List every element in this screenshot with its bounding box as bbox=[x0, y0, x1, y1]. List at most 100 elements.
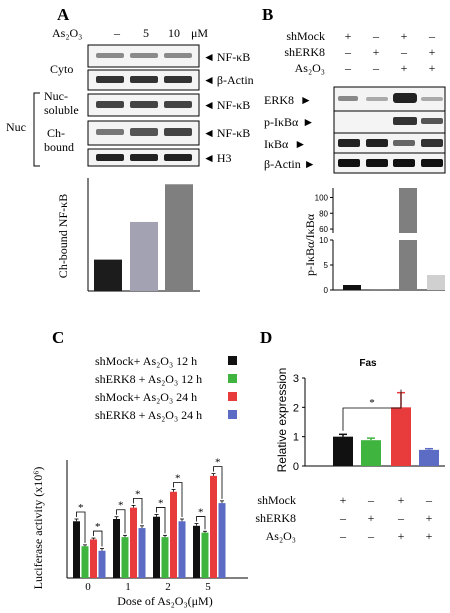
panel-b-sign: + bbox=[429, 45, 436, 59]
panel-a-unit: μM bbox=[191, 26, 208, 40]
chart-c-sig-bracket bbox=[173, 482, 183, 517]
panel-b-sign: + bbox=[401, 61, 408, 75]
panel-b-letter: B bbox=[262, 5, 273, 24]
group-chb-1: Ch- bbox=[47, 126, 65, 140]
chart-a bbox=[87, 178, 200, 292]
chart-c-sig-bracket bbox=[196, 516, 206, 530]
chart-c-legend-swatch bbox=[228, 356, 237, 365]
chart-b-bar bbox=[427, 275, 445, 290]
panel-d-sign: – bbox=[339, 511, 347, 525]
chart-c-xlabel: Dose of As₂O₃(μM) bbox=[117, 594, 212, 608]
chart-c-bar bbox=[113, 519, 120, 578]
chart-c-legend-label: shERK8 + As₂O₃ 24 h bbox=[95, 408, 202, 422]
chart-c-bar bbox=[218, 503, 226, 578]
chart-c-sig-bracket bbox=[156, 507, 166, 534]
chart-b-bar bbox=[399, 240, 417, 290]
panel-a-treatment-label: As₂O₃ bbox=[52, 26, 82, 40]
panel-d-sign: – bbox=[367, 529, 375, 543]
chart-b-tick-label: 100 bbox=[315, 193, 329, 202]
chart-c-bar bbox=[73, 521, 80, 578]
chart-d-sig-star: * bbox=[369, 397, 375, 409]
chart-b-tick-label: 60 bbox=[319, 225, 328, 234]
group-cyto: Cyto bbox=[50, 62, 73, 76]
chart-c-sig-star: * bbox=[158, 497, 164, 509]
chart-d-bar bbox=[333, 436, 353, 466]
chart-b-tick-label: 5 bbox=[324, 261, 329, 270]
bands-b bbox=[338, 93, 443, 167]
chart-d-title: Fas bbox=[359, 358, 377, 369]
chart-a-bar bbox=[94, 259, 122, 291]
chart-b-tick-label: 0 bbox=[324, 286, 329, 295]
panel-c-letter: C bbox=[52, 328, 64, 347]
panel-d-sign: + bbox=[340, 493, 347, 507]
chart-c-bar bbox=[210, 475, 217, 578]
chart-a-bar bbox=[130, 221, 158, 291]
chart-b-bar-upper bbox=[399, 188, 417, 233]
chart-c-legend-label: shMock+ As₂O₃ 24 h bbox=[95, 390, 197, 404]
panel-b-condition-grid: shMock + – + – shERK8 – + – + As₂O₃ – – + + bbox=[284, 29, 436, 75]
chart-b-bar bbox=[343, 285, 361, 290]
group-nucsol-2: soluble bbox=[44, 103, 79, 117]
chart-d: 0 1 2 3 * bbox=[293, 373, 445, 473]
chart-c-sig-star: * bbox=[198, 507, 204, 519]
chart-c-legend-swatch bbox=[228, 374, 237, 383]
panel-b-sign: + bbox=[373, 45, 380, 59]
chart-d-ylabel: Relative expression bbox=[275, 368, 289, 473]
blot-a-label-2: ◄ β-Actin bbox=[203, 73, 254, 87]
chart-c-x-tick-label: 1 bbox=[125, 581, 131, 593]
group-nucsol-1: Nuc- bbox=[44, 89, 68, 103]
panel-d-letter: D bbox=[260, 328, 272, 347]
chart-c-legend-label: shERK8 + As₂O₃ 12 h bbox=[95, 372, 202, 386]
panel-d-sign: + bbox=[398, 529, 405, 543]
chart-d-tick-label: 2 bbox=[293, 402, 299, 414]
panel-b-sign: – bbox=[372, 29, 380, 43]
panel-b-sign: – bbox=[344, 61, 352, 75]
panel-d-sign: + bbox=[426, 529, 433, 543]
chart-a-ylabel: Ch-bound NF-κB bbox=[56, 194, 70, 278]
chart-b-ylabel: p-IκBα/IκBα bbox=[303, 213, 317, 276]
panel-b-row-label: As₂O₃ bbox=[295, 61, 325, 75]
blot-a-label-5: ◄ H3 bbox=[203, 151, 232, 165]
panel-d-sign: – bbox=[425, 493, 433, 507]
bands-a bbox=[96, 53, 192, 161]
chart-c-legend-label: shMock+ As₂O₃ 12 h bbox=[95, 354, 197, 368]
panel-b-row-label: shERK8 bbox=[284, 45, 325, 59]
panel-d-row-label: As₂O₃ bbox=[266, 529, 296, 543]
panel-d-row-label: shERK8 bbox=[255, 511, 296, 525]
chart-c-bar bbox=[130, 507, 137, 578]
panel-b-row-label: shMock bbox=[286, 29, 325, 43]
chart-c-sig-star: * bbox=[215, 457, 221, 469]
chart-a-bar bbox=[165, 184, 193, 291]
group-chb-2: bound bbox=[44, 140, 74, 154]
chart-c-ylabel: Luciferase activity (x10⁶) bbox=[31, 467, 45, 590]
chart-d-tick-label: 0 bbox=[293, 461, 299, 473]
chart-c-sig-bracket bbox=[133, 497, 143, 524]
panel-d-row-label: shMock bbox=[257, 493, 296, 507]
chart-c-sig-star: * bbox=[118, 500, 124, 512]
blot-a-label-3: ◄ NF-κB bbox=[203, 98, 250, 112]
blot-b-label-4: β-Actin ► bbox=[264, 157, 316, 171]
panel-a-dose-0: – bbox=[113, 26, 121, 40]
chart-c-sig-star: * bbox=[78, 502, 84, 514]
chart-c-legend: shMock+ As₂O₃ 12 h shERK8 + As₂O₃ 12 h shM… bbox=[95, 354, 237, 422]
chart-c-legend-swatch bbox=[228, 392, 237, 401]
chart-c-bar bbox=[170, 491, 177, 578]
panel-b-sign: + bbox=[345, 29, 352, 43]
chart-c-x-tick-label: 2 bbox=[165, 581, 171, 593]
blot-b-label-1: ERK8 ► bbox=[264, 93, 312, 107]
nuc-bracket bbox=[33, 92, 40, 167]
chart-c-bar bbox=[121, 537, 129, 578]
chart-d-tick-label: 3 bbox=[293, 373, 299, 385]
chart-c-bar bbox=[193, 525, 200, 578]
chart-d-bar bbox=[391, 407, 411, 466]
panel-d-condition-grid: shMock + – + – shERK8 – + – + As₂O₃ – – + + bbox=[255, 493, 433, 543]
panel-a-letter: A bbox=[57, 5, 70, 24]
panel-b-sign: + bbox=[429, 61, 436, 75]
chart-c-bar bbox=[138, 528, 146, 578]
chart-c-sig-bracket bbox=[76, 511, 86, 543]
panel-b-sign: – bbox=[344, 45, 352, 59]
blot-b-actin bbox=[333, 152, 446, 174]
chart-c-bar bbox=[81, 546, 89, 578]
chart-c-bar bbox=[90, 539, 97, 578]
